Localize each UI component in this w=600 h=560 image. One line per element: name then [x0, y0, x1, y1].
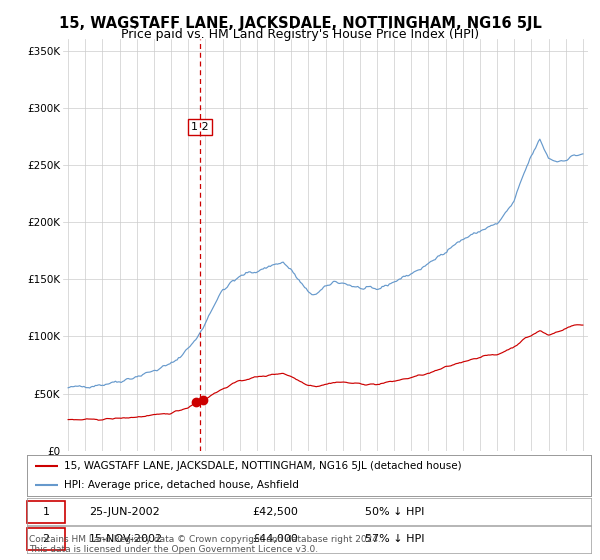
- Text: 1 2: 1 2: [191, 122, 209, 132]
- FancyBboxPatch shape: [27, 528, 65, 550]
- Text: HPI: Average price, detached house, Ashfield: HPI: Average price, detached house, Ashf…: [64, 480, 299, 489]
- Text: 50% ↓ HPI: 50% ↓ HPI: [365, 507, 425, 517]
- Text: £42,500: £42,500: [253, 507, 298, 517]
- Text: 15, WAGSTAFF LANE, JACKSDALE, NOTTINGHAM, NG16 5JL: 15, WAGSTAFF LANE, JACKSDALE, NOTTINGHAM…: [59, 16, 541, 31]
- Text: Contains HM Land Registry data © Crown copyright and database right 2024.
This d: Contains HM Land Registry data © Crown c…: [29, 535, 380, 554]
- Text: 2: 2: [43, 534, 50, 544]
- Text: Price paid vs. HM Land Registry's House Price Index (HPI): Price paid vs. HM Land Registry's House …: [121, 28, 479, 41]
- Text: 1: 1: [43, 507, 50, 517]
- Text: 15-NOV-2002: 15-NOV-2002: [89, 534, 163, 544]
- Text: 25-JUN-2002: 25-JUN-2002: [89, 507, 160, 517]
- Text: £44,000: £44,000: [253, 534, 298, 544]
- Text: 15, WAGSTAFF LANE, JACKSDALE, NOTTINGHAM, NG16 5JL (detached house): 15, WAGSTAFF LANE, JACKSDALE, NOTTINGHAM…: [64, 461, 461, 471]
- FancyBboxPatch shape: [27, 501, 65, 523]
- Text: 57% ↓ HPI: 57% ↓ HPI: [365, 534, 425, 544]
